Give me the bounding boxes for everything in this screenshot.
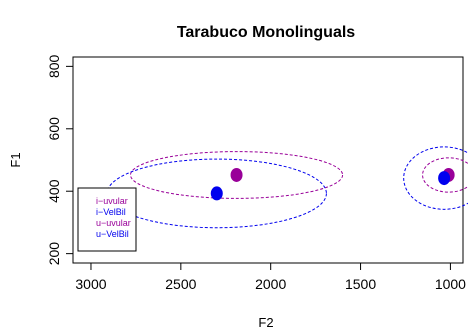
legend-entry-2: u−uvular — [96, 218, 131, 228]
x-tick-label: 2000 — [255, 276, 286, 292]
legend-entry-1: i−VelBil — [96, 207, 126, 217]
x-tick-label: 3000 — [75, 276, 106, 292]
y-tick-label: 600 — [46, 117, 62, 141]
x-tick-label: 2500 — [165, 276, 196, 292]
x-axis-label: F2 — [258, 315, 273, 329]
chart-title: Tarabuco Monolinguals — [177, 24, 355, 41]
legend-entry-0: i−uvular — [96, 196, 128, 206]
data-point-series-3 — [438, 171, 451, 186]
ellipse-series-3 — [403, 146, 468, 210]
legend-entry-3: u−VelBil — [96, 229, 129, 239]
y-tick-label: 200 — [46, 242, 62, 266]
x-axis: 3000 2500 2000 1500 1000 — [75, 262, 466, 292]
ellipse-series-0 — [130, 151, 344, 199]
data-point-series-1 — [210, 186, 223, 201]
y-axis-label: F1 — [8, 152, 23, 167]
data-point-series-0 — [230, 167, 243, 182]
y-tick-label: 800 — [46, 54, 62, 78]
y-axis: 200 400 600 800 — [46, 54, 74, 266]
ellipse-layer — [106, 146, 468, 229]
legend-box — [77, 187, 137, 252]
x-tick-label: 1000 — [435, 276, 466, 292]
x-tick-label: 1500 — [345, 276, 376, 292]
y-tick-label: 400 — [46, 179, 62, 203]
ellipse-series-2 — [422, 157, 468, 193]
point-layer — [210, 167, 455, 201]
